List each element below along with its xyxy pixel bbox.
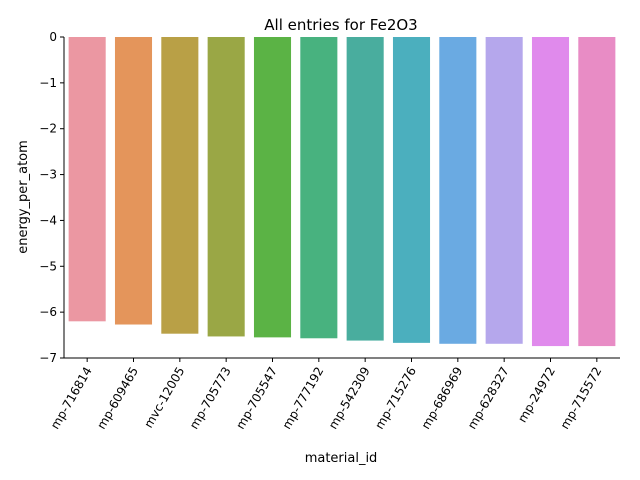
- y-tick-label: −3: [39, 168, 57, 182]
- bar-mp-705547: [253, 37, 292, 338]
- x-tick-label: mp-686969: [419, 365, 466, 432]
- y-axis: 0 −1 −2 −3 −4 −5 −6 −7: [39, 30, 64, 365]
- bar-mp-24972: [531, 37, 570, 347]
- x-tick-label: mp-628327: [465, 364, 512, 431]
- x-tick-label: mvc-12005: [141, 365, 187, 431]
- bar-mp-705773: [207, 37, 245, 337]
- x-tick-label: mp-705547: [233, 365, 280, 432]
- y-tick-label: −1: [39, 76, 57, 90]
- y-axis-label: energy_per_atom: [16, 140, 31, 254]
- bar-mp-715572: [578, 37, 616, 347]
- y-tick-label: −7: [39, 351, 57, 365]
- x-tick-label: mp-716814: [48, 365, 95, 432]
- bar-mvc-12005: [161, 37, 199, 334]
- bar-mp-716814: [68, 37, 106, 322]
- x-tick-label: mp-705773: [187, 365, 234, 432]
- y-tick-label: −5: [39, 259, 57, 273]
- y-tick-label: −6: [39, 305, 57, 319]
- y-tick-label: −4: [39, 213, 57, 227]
- bar-mp-628327: [485, 37, 523, 344]
- x-tick-label: mp-609465: [94, 365, 141, 432]
- x-tick-label: mp-542309: [326, 365, 373, 432]
- bar-mp-715276: [392, 37, 431, 343]
- x-axis: mp-716814 mp-609465 mvc-12005 mp-705773 mp-7…: [48, 358, 605, 432]
- bar-mp-777192: [300, 37, 338, 339]
- x-tick-label: mp-24972: [515, 365, 558, 426]
- x-tick-label: mp-715572: [558, 365, 605, 432]
- x-tick-label: mp-715276: [372, 365, 419, 432]
- y-tick-label: −2: [39, 122, 57, 136]
- bar-mp-609465: [114, 37, 153, 325]
- bar-mp-542309: [346, 37, 384, 341]
- bar-mp-686969: [439, 37, 477, 344]
- y-tick-label: 0: [49, 30, 57, 44]
- x-tick-label: mp-777192: [280, 365, 327, 432]
- bars-group: [68, 37, 616, 347]
- chart-title: All entries for Fe2O3: [264, 16, 417, 34]
- x-axis-label: material_id: [305, 451, 378, 466]
